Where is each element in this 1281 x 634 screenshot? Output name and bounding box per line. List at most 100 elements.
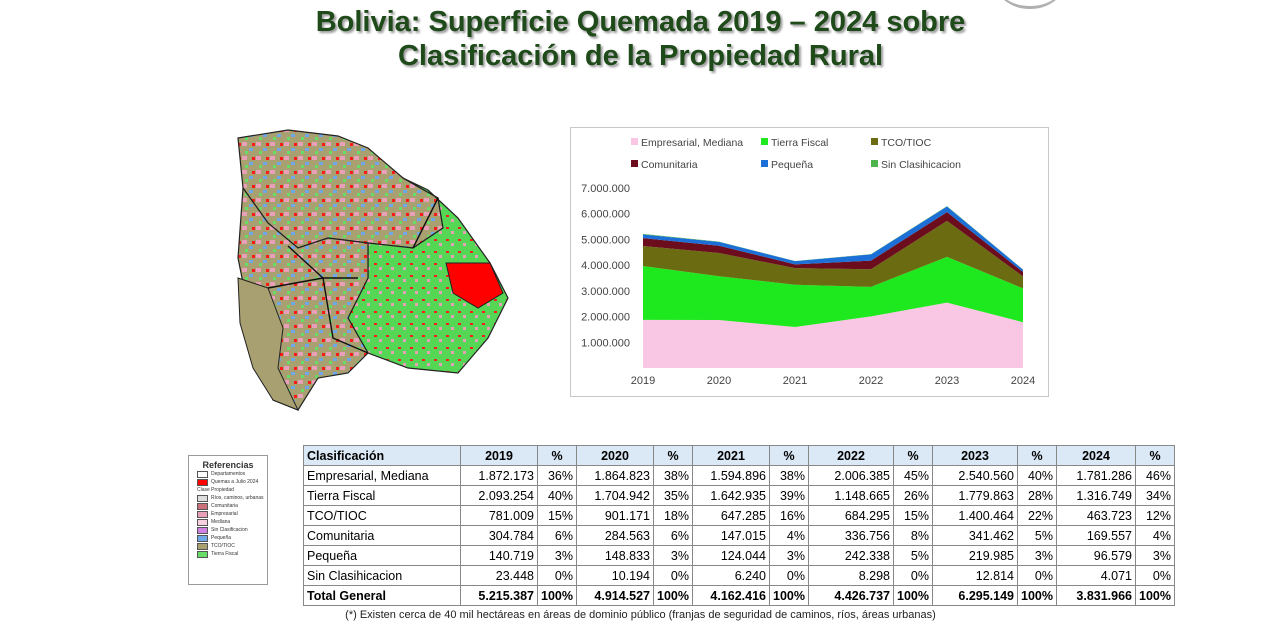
table-cell: 5% bbox=[893, 545, 933, 566]
legend-label: Tierra Fiscal bbox=[771, 137, 828, 149]
table-cell: 23.448 bbox=[460, 565, 538, 586]
table-cell: 304.784 bbox=[460, 525, 538, 546]
map-legend-label: Pequeña bbox=[211, 535, 232, 541]
table-cell: 38% bbox=[653, 465, 693, 486]
table-cell: 284.563 bbox=[576, 525, 654, 546]
table-row: Comunitaria 304.784 6% 284.563 6% 147.015 4% 33… bbox=[303, 525, 1175, 546]
legend-swatch bbox=[871, 138, 878, 145]
table-cell: 3% bbox=[1135, 545, 1175, 566]
legend-label: Comunitaria bbox=[641, 159, 698, 171]
table-row: Pequeña 140.719 3% 148.833 3% 124.044 3% 242.33… bbox=[303, 545, 1175, 566]
footnote: (*) Existen cerca de 40 mil hectáreas en… bbox=[345, 609, 936, 621]
map-east-region bbox=[347, 177, 509, 374]
legend-swatch bbox=[871, 160, 878, 167]
map-dept-borders bbox=[267, 197, 439, 354]
row-label: TCO/TIOC bbox=[303, 505, 461, 526]
y-tick-label: 1.000.000 bbox=[581, 337, 630, 349]
table-cell: 3% bbox=[769, 545, 809, 566]
table-header-cell: 2021 bbox=[692, 445, 770, 466]
table-cell: 684.295 bbox=[808, 505, 894, 526]
table-cell: 140.719 bbox=[460, 545, 538, 566]
table-cell: 26% bbox=[893, 485, 933, 506]
table-cell: 0% bbox=[893, 565, 933, 586]
table-total-row: Total General 5.215.387 100% 4.914.527 100% 4… bbox=[303, 585, 1175, 606]
x-tick-label: 2022 bbox=[859, 375, 883, 387]
table-cell: 781.009 bbox=[460, 505, 538, 526]
table-header-row: Clasificación 2019% 2020% 2021% 2022% 2023% 20… bbox=[303, 445, 1175, 466]
table-cell: 2.006.385 bbox=[808, 465, 894, 486]
map-legend-swatch bbox=[197, 534, 208, 542]
table-cell: 8% bbox=[893, 525, 933, 546]
legend-label: Pequeña bbox=[771, 159, 813, 171]
table-cell: 124.044 bbox=[692, 545, 770, 566]
table-cell: 15% bbox=[537, 505, 577, 526]
table-cell: 6% bbox=[537, 525, 577, 546]
table-body: Empresarial, Mediana 1.872.173 36% 1.864.82… bbox=[303, 465, 1175, 606]
table-cell: 341.462 bbox=[932, 525, 1018, 546]
legend-swatch bbox=[761, 160, 768, 167]
row-label: Sin Clasihicacion bbox=[303, 565, 461, 586]
map-legend-label: Tierra Fiscal bbox=[211, 551, 239, 557]
map-legend-swatch bbox=[197, 510, 208, 518]
total-cell: 3.831.966 bbox=[1056, 585, 1136, 606]
area-series-tierra-fiscal bbox=[643, 256, 1023, 327]
table-cell: 22% bbox=[1017, 505, 1057, 526]
slide-title-line1: Bolivia: Superficie Quemada 2019 – 2024 … bbox=[315, 6, 966, 38]
table-row: TCO/TIOC 781.009 15% 901.171 18% 647.285 16% 68… bbox=[303, 505, 1175, 526]
table-cell: 169.557 bbox=[1056, 525, 1136, 546]
total-cell: 4.426.737 bbox=[808, 585, 894, 606]
map-legend-label: Mediana bbox=[211, 519, 231, 525]
y-tick-label: 2.000.000 bbox=[581, 312, 630, 324]
map-legend-label: Clase Propiedad bbox=[197, 487, 234, 493]
table-cell: 0% bbox=[537, 565, 577, 586]
map-legend-label: TCO/TIOC bbox=[211, 543, 235, 549]
map-legend-item: Tierra Fiscal bbox=[197, 550, 267, 558]
map-legend-swatch bbox=[197, 470, 208, 478]
x-tick-label: 2019 bbox=[631, 375, 655, 387]
y-tick-label: 3.000.000 bbox=[581, 286, 630, 298]
table-cell: 1.594.896 bbox=[692, 465, 770, 486]
table-cell: 1.779.863 bbox=[932, 485, 1018, 506]
map-legend-item: Departamentos bbox=[197, 470, 267, 478]
map-legend-item: Clase Propiedad bbox=[197, 486, 267, 494]
table-cell: 0% bbox=[769, 565, 809, 586]
map-legend-items: Departamentos Quemas a Julio 2024 Clase Pr… bbox=[189, 470, 267, 558]
x-tick-label: 2020 bbox=[707, 375, 731, 387]
table-cell: 10.194 bbox=[576, 565, 654, 586]
table-cell: 3% bbox=[1017, 545, 1057, 566]
table-cell: 28% bbox=[1017, 485, 1057, 506]
legend-swatch bbox=[631, 138, 638, 145]
legend-swatch bbox=[761, 138, 768, 145]
total-label: Total General bbox=[303, 585, 461, 606]
x-tick-label: 2023 bbox=[935, 375, 959, 387]
area-series-comunitaria bbox=[643, 212, 1023, 277]
table-cell: 242.338 bbox=[808, 545, 894, 566]
total-cell: 100% bbox=[653, 585, 693, 606]
total-cell: 100% bbox=[769, 585, 809, 606]
table-cell: 1.781.286 bbox=[1056, 465, 1136, 486]
table-cell: 4.071 bbox=[1056, 565, 1136, 586]
map-legend-item: Ríos, caminos, urbanas bbox=[197, 494, 267, 502]
x-tick-label: 2021 bbox=[783, 375, 807, 387]
table-cell: 38% bbox=[769, 465, 809, 486]
map-legend: Referencias Departamentos Quemas a Julio … bbox=[188, 455, 268, 585]
table-header-cell: 2024 bbox=[1056, 445, 1136, 466]
map-legend-item: Mediana bbox=[197, 518, 267, 526]
table-cell: 39% bbox=[769, 485, 809, 506]
map-legend-label: Comunitaria bbox=[211, 503, 238, 509]
map-legend-label: Quemas a Julio 2024 bbox=[211, 479, 259, 485]
table-cell: 0% bbox=[1017, 565, 1057, 586]
table-cell: 148.833 bbox=[576, 545, 654, 566]
map-legend-swatch bbox=[197, 502, 208, 510]
table-cell: 1.872.173 bbox=[460, 465, 538, 486]
table-cell: 1.864.823 bbox=[576, 465, 654, 486]
table-cell: 463.723 bbox=[1056, 505, 1136, 526]
table-cell: 647.285 bbox=[692, 505, 770, 526]
total-cell: 4.162.416 bbox=[692, 585, 770, 606]
map-legend-item: Quemas a Julio 2024 bbox=[197, 478, 267, 486]
logo-arc bbox=[990, 0, 1070, 9]
row-label: Pequeña bbox=[303, 545, 461, 566]
table-header-cell: 2020 bbox=[576, 445, 654, 466]
table-cell: 15% bbox=[893, 505, 933, 526]
x-tick-label: 2024 bbox=[1011, 375, 1035, 387]
